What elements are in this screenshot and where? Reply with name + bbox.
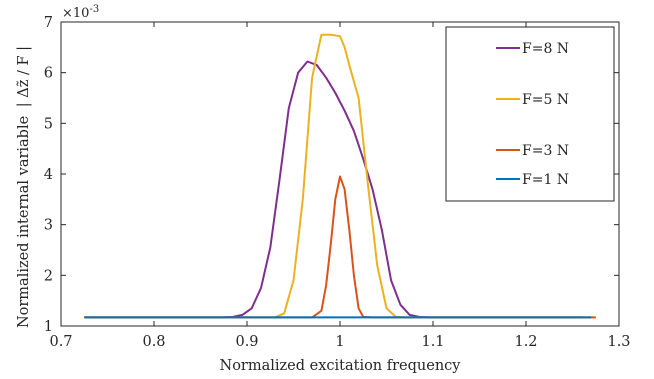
x-tick-label: 1	[335, 334, 344, 350]
legend-label: F=1 N	[522, 172, 569, 188]
y-tick-label: 3	[44, 218, 53, 234]
x-tick-label: 0.8	[142, 334, 165, 350]
y-tick-label: 1	[44, 319, 53, 335]
y-tick-label: 5	[44, 116, 53, 132]
x-tick-label: 0.9	[235, 334, 258, 350]
y-tick-label: 4	[44, 167, 53, 183]
y-axis-label-group: Normalized internal variable | Δz̃ / F |	[16, 46, 32, 328]
y-axis-ticks: 1 2 3 4 5 6 7	[44, 15, 619, 335]
legend-label: F=5 N	[522, 92, 569, 108]
series-line-f-5-n	[84, 33, 596, 319]
x-axis-ticks: 0.7 0.8 0.9 1 1.1 1.2 1.3	[49, 22, 631, 350]
x-tick-label: 1.1	[421, 334, 444, 350]
series-line-f-3-n	[84, 175, 596, 319]
y-tick-label: 6	[44, 66, 53, 82]
y-exponent-label: ×10-3	[62, 4, 99, 21]
y-tick-label: 7	[44, 15, 53, 31]
x-tick-label: 1.2	[514, 334, 537, 350]
legend-entries: F=8 N F=5 N F=3 N F=1 N	[496, 41, 569, 188]
y-axis-label: Normalized internal variable | Δz̃ / F |	[16, 46, 32, 328]
legend-label: F=8 N	[522, 41, 569, 57]
series-layer	[84, 33, 596, 319]
legend: F=8 N F=5 N F=3 N F=1 N	[445, 26, 615, 202]
x-tick-label: 0.7	[49, 334, 72, 350]
y-tick-label: 2	[44, 268, 53, 284]
legend-label: F=3 N	[522, 143, 569, 159]
x-axis-label: Normalized excitation frequency	[220, 358, 462, 374]
legend-box	[445, 26, 615, 202]
x-tick-label: 1.3	[607, 334, 630, 350]
series-line-f-8-n	[84, 60, 582, 319]
